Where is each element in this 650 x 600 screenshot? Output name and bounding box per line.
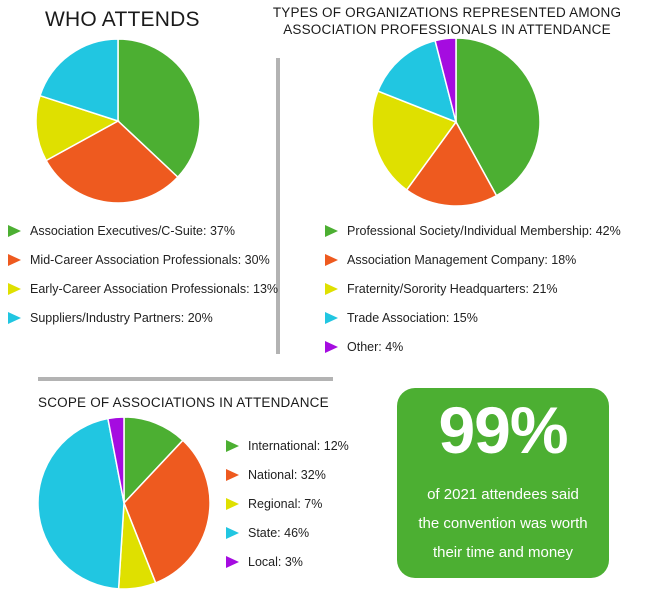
scope-pie — [37, 416, 211, 590]
legend-label: Other: 4% — [347, 340, 404, 354]
legend-item-other: Other: 4% — [325, 340, 403, 354]
legend-label: Early-Career Association Professionals: … — [30, 282, 279, 296]
who-attends-pie — [35, 38, 201, 204]
legend-triangle-icon — [8, 312, 21, 324]
pie-slice-international — [123, 416, 184, 505]
org-types-title-line-2: ASSOCIATION PROFESSIONALS IN ATTENDANCE — [283, 22, 611, 37]
org-types-pie — [371, 37, 541, 207]
legend-triangle-icon — [8, 254, 21, 266]
legend-label: Regional: 7% — [248, 497, 323, 511]
legend-label: International: 12% — [248, 439, 349, 453]
pie-slice-local — [107, 416, 125, 504]
legend-item-professional-society: Professional Society/Individual Membersh… — [325, 224, 621, 238]
scope-title: SCOPE OF ASSOCIATIONS IN ATTENDANCE — [38, 395, 329, 410]
legend-item-trade: Trade Association: 15% — [325, 311, 478, 325]
stat-text-line-3: their time and money — [432, 544, 574, 561]
stat-text-line-1: of 2021 attendees said — [427, 486, 579, 503]
pie-slice-fraternity-sorority-headquarters — [371, 90, 458, 192]
pie-slice-national — [123, 439, 211, 584]
org-types-title-line-1: TYPES OF ORGANIZATIONS REPRESENTED AMONG — [272, 5, 622, 20]
legend-item-mid-career: Mid-Career Association Professionals: 30… — [8, 253, 270, 267]
legend-label: Association Management Company: 18% — [347, 253, 577, 267]
pie-slice-early-career-association-professionals — [35, 94, 120, 162]
pie-slice-suppliers-industry-partners — [39, 38, 119, 123]
org-types-title: TYPES OF ORGANIZATIONS REPRESENTED AMONG… — [262, 4, 632, 38]
legend-item-national: National: 32% — [226, 468, 326, 482]
stat-callout: 99% of 2021 attendees said the conventio… — [397, 388, 609, 578]
legend-label: National: 32% — [248, 468, 326, 482]
pie-slice-professional-society-individual-membership — [455, 37, 541, 197]
legend-triangle-icon — [226, 469, 239, 481]
pie-slice-mid-career-association-professionals — [45, 120, 179, 204]
legend-label: Professional Society/Individual Membersh… — [347, 224, 621, 238]
legend-item-executives: Association Executives/C-Suite: 37% — [8, 224, 235, 238]
legend-triangle-icon — [226, 440, 239, 452]
legend-item-early-career: Early-Career Association Professionals: … — [8, 282, 278, 296]
legend-label: Mid-Career Association Professionals: 30… — [30, 253, 270, 267]
legend-triangle-icon — [226, 556, 239, 568]
legend-label: State: 46% — [248, 526, 310, 540]
pie-slice-other — [434, 37, 457, 123]
legend-item-fraternity: Fraternity/Sorority Headquarters: 21% — [325, 282, 558, 296]
legend-item-international: International: 12% — [226, 439, 349, 453]
legend-triangle-icon — [325, 283, 338, 295]
legend-triangle-icon — [8, 283, 21, 295]
legend-label: Association Executives/C-Suite: 37% — [30, 224, 235, 238]
legend-triangle-icon — [325, 312, 338, 324]
stat-text-line-2: the convention was worth — [418, 515, 588, 532]
legend-item-amc: Association Management Company: 18% — [325, 253, 576, 267]
legend-item-state: State: 46% — [226, 526, 309, 540]
pie-slice-association-management-company — [405, 120, 498, 207]
pie-slice-trade-association — [376, 39, 458, 124]
legend-label: Fraternity/Sorority Headquarters: 21% — [347, 282, 558, 296]
legend-triangle-icon — [226, 527, 239, 539]
legend-item-suppliers: Suppliers/Industry Partners: 20% — [8, 311, 213, 325]
pie-slice-state — [37, 417, 125, 590]
legend-label: Trade Association: 15% — [347, 311, 478, 325]
stat-value: 99% — [438, 393, 568, 467]
vertical-divider — [276, 58, 280, 354]
legend-triangle-icon — [325, 225, 338, 237]
who-attends-title: WHO ATTENDS — [45, 8, 200, 31]
legend-label: Local: 3% — [248, 555, 303, 569]
legend-item-regional: Regional: 7% — [226, 497, 322, 511]
legend-triangle-icon — [325, 254, 338, 266]
legend-label: Suppliers/Industry Partners: 20% — [30, 311, 213, 325]
legend-triangle-icon — [8, 225, 21, 237]
horizontal-divider — [38, 377, 333, 381]
pie-slice-association-executives-c-suite — [117, 38, 201, 179]
legend-triangle-icon — [226, 498, 239, 510]
legend-item-local: Local: 3% — [226, 555, 303, 569]
legend-triangle-icon — [325, 341, 338, 353]
